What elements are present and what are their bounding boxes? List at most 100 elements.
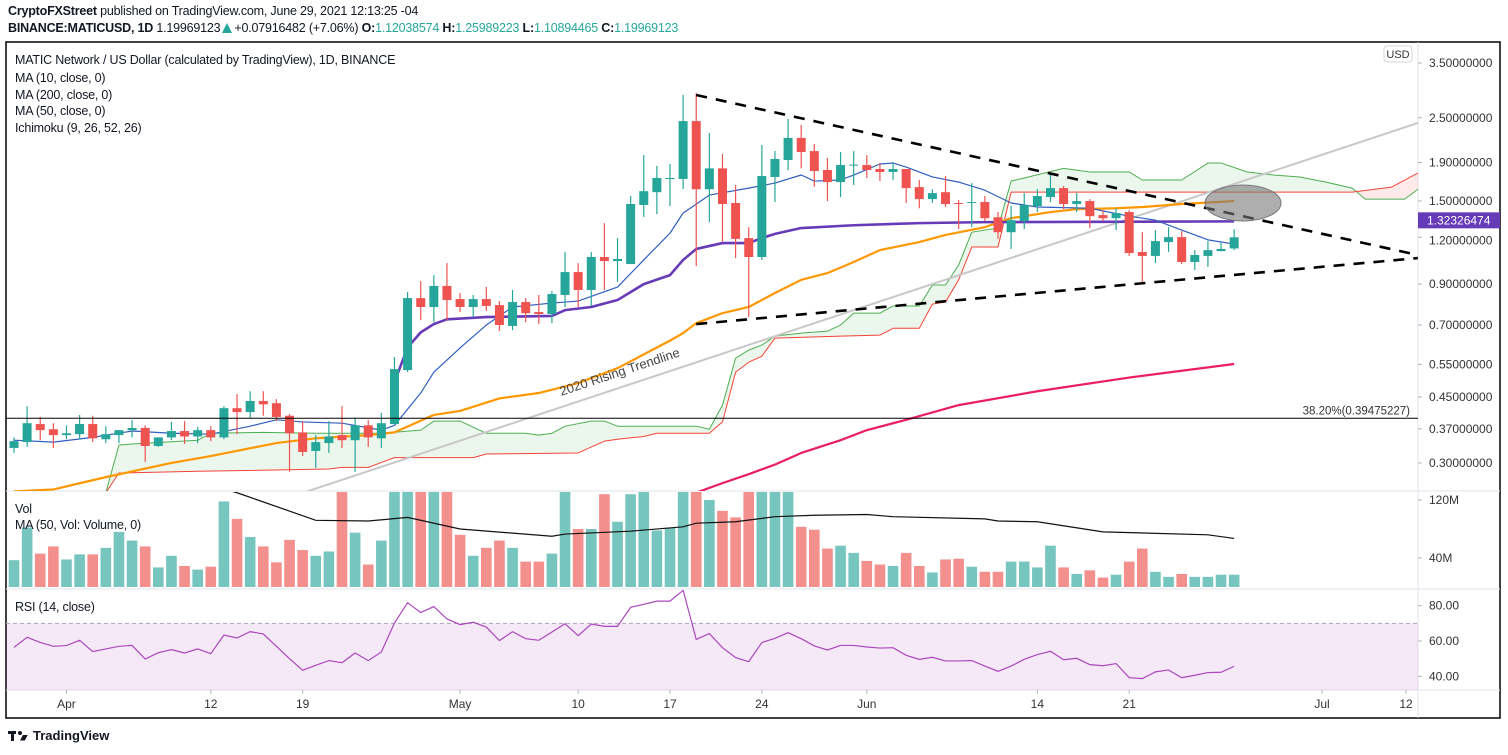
candle[interactable] (1085, 199, 1095, 229)
candle[interactable] (626, 196, 636, 265)
candle[interactable] (757, 145, 767, 260)
candle[interactable] (48, 423, 58, 448)
candle[interactable] (219, 406, 229, 440)
candle[interactable] (1164, 227, 1174, 253)
candle[interactable] (927, 189, 937, 204)
candle[interactable] (389, 357, 399, 425)
candle[interactable] (822, 157, 832, 202)
candle[interactable] (180, 421, 190, 445)
candle[interactable] (1111, 208, 1121, 231)
candle[interactable] (1150, 230, 1160, 264)
candle[interactable] (1203, 241, 1213, 267)
candle[interactable] (888, 162, 898, 180)
candle[interactable] (114, 430, 124, 444)
candle[interactable] (560, 252, 570, 307)
candle[interactable] (744, 227, 754, 318)
candle[interactable] (35, 416, 45, 441)
candle[interactable] (127, 419, 137, 438)
candle[interactable] (88, 415, 98, 443)
candle[interactable] (1032, 189, 1042, 213)
candle[interactable] (153, 437, 163, 447)
candle[interactable] (573, 263, 583, 307)
candle[interactable] (337, 406, 347, 448)
currency-button[interactable]: USD (1383, 45, 1413, 63)
candle[interactable] (521, 298, 531, 323)
candle[interactable] (140, 425, 150, 462)
candle[interactable] (271, 399, 281, 422)
candle[interactable] (285, 414, 295, 472)
candle[interactable] (1229, 229, 1239, 251)
candle[interactable] (639, 155, 649, 218)
legend-ichimoku[interactable]: Ichimoku (9, 26, 52, 26) (15, 121, 142, 135)
tradingview-brand[interactable]: TradingView (8, 728, 109, 743)
candle[interactable] (481, 287, 491, 311)
candle[interactable] (298, 421, 308, 457)
candle[interactable] (731, 185, 741, 259)
candle[interactable] (862, 155, 872, 178)
candle[interactable] (691, 92, 701, 266)
candle[interactable] (1006, 206, 1016, 249)
candle[interactable] (416, 281, 426, 321)
candle[interactable] (245, 391, 255, 418)
candle[interactable] (232, 394, 242, 435)
candle[interactable] (941, 176, 951, 208)
candle[interactable] (704, 132, 714, 223)
candle[interactable] (993, 212, 1003, 239)
candle[interactable] (1059, 186, 1069, 210)
publisher-name[interactable]: CryptoFXStreet (8, 4, 97, 18)
candle[interactable] (1216, 242, 1226, 252)
candle[interactable] (508, 289, 518, 331)
candle[interactable] (1098, 210, 1108, 222)
candle[interactable] (809, 144, 819, 187)
candle[interactable] (468, 294, 478, 318)
candle[interactable] (547, 291, 557, 324)
candle[interactable] (849, 151, 859, 186)
candle[interactable] (836, 152, 846, 198)
candle[interactable] (22, 406, 32, 447)
candle[interactable] (770, 151, 780, 203)
candle[interactable] (455, 293, 465, 313)
candle[interactable] (1190, 250, 1200, 271)
candle[interactable] (258, 391, 268, 416)
candle[interactable] (1019, 193, 1029, 230)
candle[interactable] (9, 437, 19, 453)
candle[interactable] (363, 419, 373, 447)
candle[interactable] (350, 417, 360, 472)
candle[interactable] (875, 163, 885, 182)
candle[interactable] (75, 414, 85, 440)
legend-volume[interactable]: Vol (15, 502, 32, 516)
candle[interactable] (980, 196, 990, 222)
candle[interactable] (678, 94, 688, 190)
legend-ma10[interactable]: MA (10, close, 0) (15, 71, 106, 85)
candle[interactable] (494, 301, 504, 332)
candle[interactable] (1137, 232, 1147, 284)
candle[interactable] (442, 263, 452, 321)
candle[interactable] (599, 223, 609, 290)
candle[interactable] (586, 252, 596, 306)
candle[interactable] (717, 154, 727, 242)
candle[interactable] (101, 426, 111, 444)
candle[interactable] (193, 427, 203, 444)
candle[interactable] (61, 425, 71, 440)
candle[interactable] (796, 124, 806, 169)
candle[interactable] (967, 183, 977, 228)
candle[interactable] (914, 179, 924, 209)
legend-ma200[interactable]: MA (200, close, 0) (15, 88, 113, 102)
candle[interactable] (652, 166, 662, 215)
candle[interactable] (901, 169, 911, 204)
candle[interactable] (311, 435, 321, 468)
candle[interactable] (206, 426, 216, 442)
candle[interactable] (403, 292, 413, 373)
legend-rsi[interactable]: RSI (14, close) (15, 600, 95, 614)
candle[interactable] (665, 164, 675, 207)
candle[interactable] (783, 119, 793, 170)
candle[interactable] (1072, 193, 1082, 213)
candle[interactable] (429, 275, 439, 323)
candle[interactable] (1124, 210, 1134, 256)
candle[interactable] (613, 238, 623, 282)
candle[interactable] (166, 421, 176, 441)
legend-volume-ma[interactable]: MA (50, Vol: Volume, 0) (15, 518, 142, 532)
candle[interactable] (954, 200, 964, 230)
candle[interactable] (324, 421, 334, 453)
